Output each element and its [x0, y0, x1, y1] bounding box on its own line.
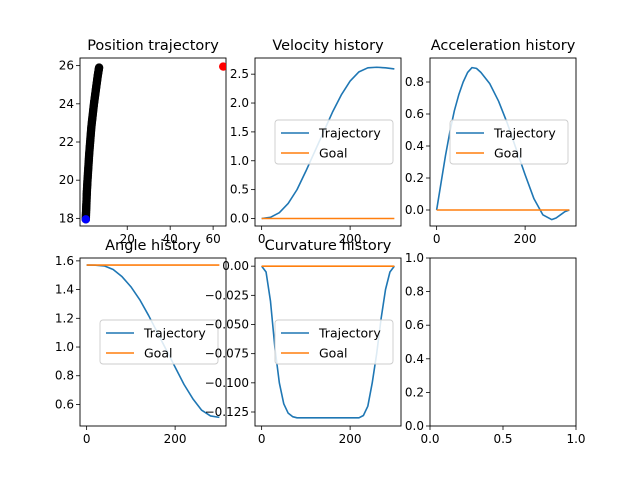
- axes-frame: [429, 257, 577, 427]
- y-tick-label: 20: [59, 173, 74, 187]
- start-marker: [81, 215, 90, 224]
- y-tick-label: 0.8: [55, 369, 74, 383]
- legend: Trajectory Goal: [449, 119, 569, 165]
- legend-label: Goal: [144, 346, 172, 361]
- y-tick-label: 1.0: [405, 251, 424, 265]
- legend: Trajectory Goal: [274, 119, 394, 165]
- x-tick-label: 0.5: [493, 432, 512, 446]
- x-tick-label: 0: [258, 232, 266, 246]
- axes-frame: [79, 57, 227, 227]
- y-tick-label: 24: [59, 97, 74, 111]
- x-tick-label: 200: [164, 432, 187, 446]
- y-tick-label: 2.5: [230, 67, 249, 81]
- goal-marker: [219, 62, 226, 71]
- x-tick-label: 0.0: [420, 432, 439, 446]
- x-tick-label: 200: [339, 432, 362, 446]
- y-tick-label: −0.125: [205, 405, 249, 419]
- y-tick-label: 0.2: [405, 385, 424, 399]
- x-tick-label: 40: [163, 232, 178, 246]
- y-tick-label: 0.4: [405, 139, 424, 153]
- y-tick-label: 2.0: [230, 96, 249, 110]
- y-tick-label: 1.0: [55, 340, 74, 354]
- y-tick-label: 1.4: [55, 283, 74, 297]
- y-tick-label: −0.100: [205, 376, 249, 390]
- x-tick-label: 20: [120, 232, 135, 246]
- x-tick-label: 60: [205, 232, 220, 246]
- chart-title: Position trajectory: [87, 38, 219, 54]
- y-tick-label: −0.050: [205, 318, 249, 332]
- y-tick-label: 0.6: [405, 318, 424, 332]
- y-tick-label: 0.00: [222, 259, 249, 273]
- legend-label: Goal: [319, 146, 347, 161]
- chart-velocity: Velocity history 0 200 0.0 0.5 1.0 1.5 2.0 2.5 Tr…: [230, 38, 402, 246]
- plot-area: [81, 62, 226, 224]
- chart-angle: Angle history 0 200 0.6 0.8 1.0 1.2 1.4 1.6 Traje…: [55, 238, 227, 446]
- y-tick-label: 0.0: [405, 203, 424, 217]
- legend: Trajectory Goal: [99, 319, 219, 365]
- y-tick-label: 1.5: [230, 125, 249, 139]
- chart-title: Curvature history: [265, 238, 392, 254]
- y-tick-label: 26: [59, 59, 74, 73]
- y-tick-label: −0.075: [205, 347, 249, 361]
- chart-title: Acceleration history: [431, 38, 576, 54]
- x-tick-label: 200: [339, 232, 362, 246]
- y-tick-label: 0.4: [405, 352, 424, 366]
- y-tick-label: 0.0: [405, 419, 424, 433]
- x-tick-label: 0: [258, 432, 266, 446]
- y-tick-label: 0.0: [230, 211, 249, 225]
- y-tick-label: 1.2: [55, 311, 74, 325]
- chart-position: Position trajectory 20 40 60 18 20 22 24 26: [59, 38, 227, 246]
- x-tick-label: 200: [514, 232, 537, 246]
- y-tick-label: 22: [59, 135, 74, 149]
- y-tick-label: 0.6: [405, 107, 424, 121]
- y-tick-label: 0.2: [405, 171, 424, 185]
- path-marker: [94, 63, 104, 72]
- y-tick-label: −0.025: [205, 288, 249, 302]
- legend-label: Goal: [319, 346, 347, 361]
- legend-label: Goal: [494, 146, 522, 161]
- y-tick-label: 0.6: [55, 397, 74, 411]
- x-tick-label: 0: [83, 432, 91, 446]
- chart-curvature: Curvature history 0 200 0.00 −0.025 −0.050 −0.…: [205, 238, 402, 446]
- legend-label: Trajectory: [493, 126, 556, 141]
- plot-area: [435, 66, 570, 221]
- legend-label: Trajectory: [318, 126, 381, 141]
- chart-title: Angle history: [105, 238, 201, 254]
- x-tick-label: 0: [433, 232, 441, 246]
- y-tick-label: 1.6: [55, 254, 74, 268]
- legend: Trajectory Goal: [274, 319, 394, 365]
- series-line-trajectory: [435, 66, 570, 221]
- y-tick-label: 0.8: [405, 75, 424, 89]
- chart-title: Velocity history: [272, 38, 384, 54]
- legend-label: Trajectory: [318, 326, 381, 341]
- chart-empty: 0.0 0.5 1.0 0.0 0.2 0.4 0.6 0.8 1.0: [405, 251, 586, 446]
- legend-label: Trajectory: [143, 326, 206, 341]
- chart-acceleration: Acceleration history 0 200 0.0 0.2 0.4 0.6 0.8 T…: [405, 38, 577, 246]
- y-tick-label: 0.8: [405, 285, 424, 299]
- y-tick-label: 1.0: [230, 154, 249, 168]
- y-tick-label: 18: [59, 211, 74, 225]
- y-tick-label: 0.5: [230, 183, 249, 197]
- x-tick-label: 1.0: [566, 432, 585, 446]
